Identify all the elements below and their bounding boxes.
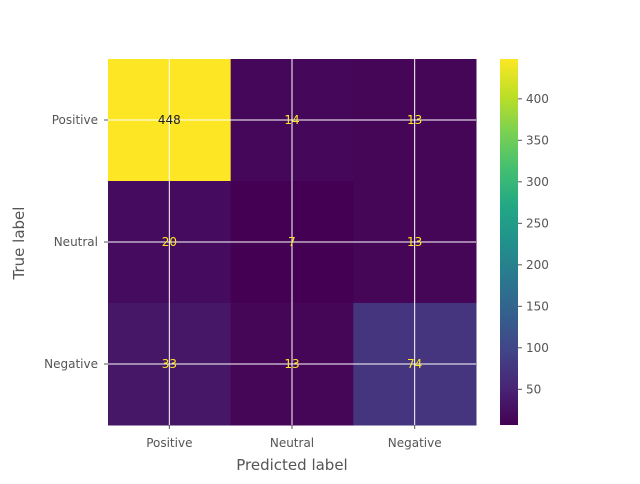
value-label-r0-c1: 14 xyxy=(284,113,299,127)
y-tick-label-1: Neutral xyxy=(54,235,98,249)
colorbar-tick-label-1: 100 xyxy=(526,341,549,355)
x-tick-label-0: Positive xyxy=(146,436,192,450)
colorbar-tick-label-5: 300 xyxy=(526,175,549,189)
colorbar-tick-label-7: 400 xyxy=(526,92,549,106)
y-tick-label-2: Negative xyxy=(44,357,98,371)
grid-lines xyxy=(108,59,476,425)
colorbar: 50 100 150 200 250 300 350 400 xyxy=(500,59,549,425)
colorbar-gradient xyxy=(500,59,518,425)
x-axis: Positive Neutral Negative xyxy=(146,425,442,450)
x-axis-title: Predicted label xyxy=(236,456,347,474)
value-label-r1-c2: 13 xyxy=(407,235,422,249)
x-tick-label-1: Neutral xyxy=(270,436,314,450)
x-tick-label-2: Negative xyxy=(388,436,442,450)
y-axis: Positive Neutral Negative xyxy=(44,113,108,371)
colorbar-tick-label-6: 350 xyxy=(526,133,549,147)
value-label-r2-c1: 13 xyxy=(284,357,299,371)
colorbar-tick-label-2: 150 xyxy=(526,299,549,313)
y-tick-label-0: Positive xyxy=(52,113,98,127)
value-label-r2-c2: 74 xyxy=(407,357,422,371)
value-label-r1-c1: 7 xyxy=(288,235,296,249)
value-label-r0-c0: 448 xyxy=(158,113,181,127)
colorbar-tick-label-0: 50 xyxy=(526,382,541,396)
value-label-r1-c0: 20 xyxy=(162,235,177,249)
value-label-r0-c2: 13 xyxy=(407,113,422,127)
colorbar-tick-label-3: 200 xyxy=(526,258,549,272)
y-axis-title: True label xyxy=(10,207,28,281)
value-labels: 448 14 13 20 7 13 33 13 74 xyxy=(158,113,422,371)
colorbar-tick-label-4: 250 xyxy=(526,216,549,230)
value-label-r2-c0: 33 xyxy=(162,357,177,371)
